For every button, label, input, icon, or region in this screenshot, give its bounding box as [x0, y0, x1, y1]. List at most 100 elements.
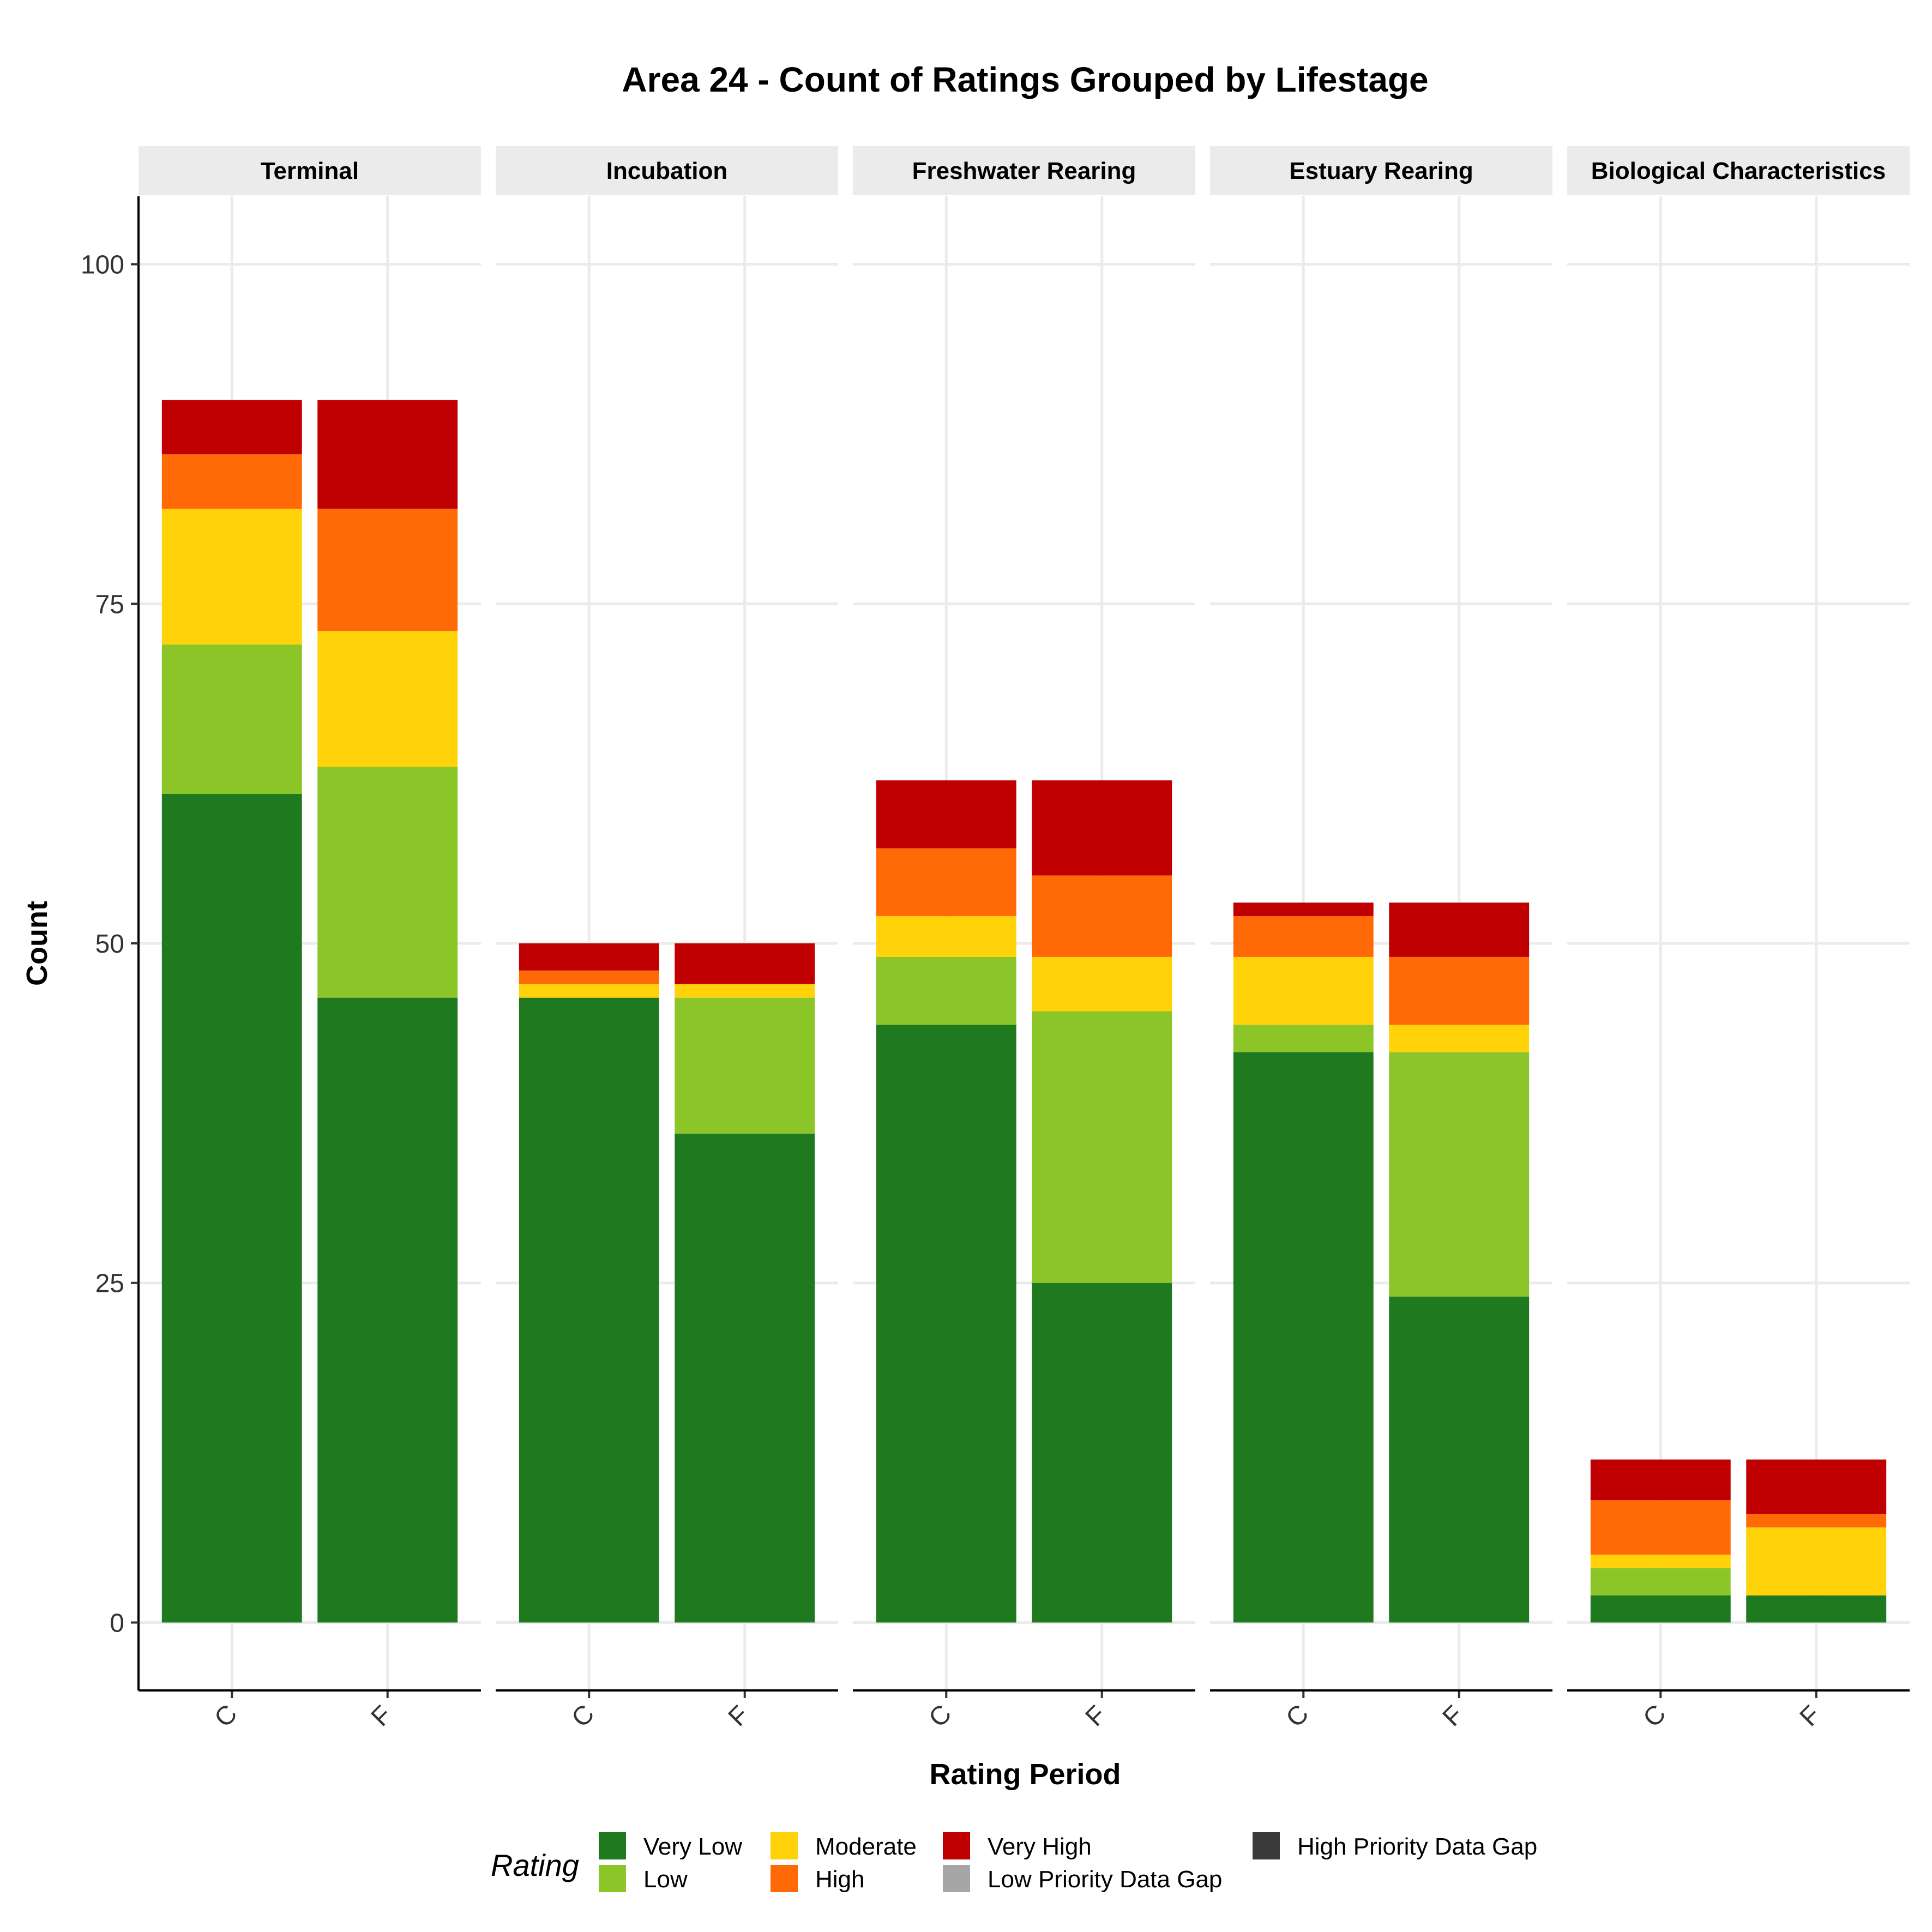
y-axis: 0 25 50 75 100 [81, 196, 140, 1690]
bar-estuary-rearing-c [1233, 902, 1374, 1623]
bar-incubation-c [519, 943, 659, 1623]
y-tick-label: 0 [110, 1609, 124, 1638]
y-axis-title: Count [21, 901, 53, 986]
bar-segment-very-low [675, 1133, 815, 1623]
y-tick-label: 75 [95, 590, 124, 619]
bar-segment-very-low [1233, 1052, 1374, 1623]
bar-terminal-c [161, 400, 302, 1623]
bar-segment-very-low [519, 997, 659, 1623]
legend-label: Low [643, 1866, 688, 1893]
bar-segment-low [317, 767, 458, 998]
legend-label: Very High [988, 1833, 1092, 1860]
bar-freshwater-rearing-f [1032, 780, 1172, 1623]
bar-incubation-f [675, 943, 815, 1623]
bar-segment-low [1032, 1011, 1172, 1283]
legend-item-low-priority-data-gap: Low Priority Data Gap [943, 1865, 1222, 1893]
legend-label: High Priority Data Gap [1297, 1833, 1537, 1860]
bar-estuary-rearing-f [1389, 902, 1530, 1623]
bar-segment-low [1233, 1025, 1374, 1052]
bar-segment-very-low [1389, 1296, 1530, 1623]
facet-strip-biological-characteristics [1567, 146, 1910, 195]
bar-segment-moderate [519, 984, 659, 998]
legend-item-high: High [771, 1865, 865, 1893]
bar-segment-very-high [317, 400, 458, 509]
bar-segment-very-low [1590, 1595, 1731, 1623]
bar-segment-low [1389, 1052, 1530, 1297]
bar-segment-very-high [675, 943, 815, 984]
y-tick-label: 100 [81, 251, 124, 280]
legend-swatch [1253, 1832, 1280, 1859]
legend-item-very-high: Very High [943, 1832, 1092, 1860]
bar-segment-high [1389, 956, 1530, 1025]
bar-segment-moderate [317, 631, 458, 767]
legend-item-moderate: Moderate [771, 1832, 917, 1860]
facet-label-freshwater-rearing: Freshwater Rearing [912, 158, 1136, 184]
chart-title: Area 24 - Count of Ratings Grouped by Li… [622, 60, 1428, 99]
bar-segment-moderate [1233, 956, 1374, 1025]
legend-swatch [599, 1832, 626, 1859]
legend-swatch [943, 1832, 970, 1859]
bar-segment-very-high [161, 400, 302, 455]
legend-swatch [771, 1832, 798, 1859]
legend-label: Very Low [643, 1833, 742, 1860]
y-tick-label: 25 [95, 1269, 124, 1298]
legend-item-low: Low [599, 1865, 688, 1893]
facet-strip-estuary-rearing [1210, 146, 1552, 195]
legend-swatch [599, 1865, 626, 1892]
bar-segment-very-low [1032, 1283, 1172, 1623]
gridlines-biological-characteristics [1567, 196, 1910, 1690]
bar-segment-very-low [876, 1025, 1016, 1623]
bar-segment-very-high [1032, 780, 1172, 876]
bar-terminal-f [317, 400, 458, 1623]
bar-segment-very-high [519, 943, 659, 971]
facet-strip-freshwater-rearing [853, 146, 1195, 195]
bar-segment-moderate [161, 508, 302, 645]
legend-swatch [771, 1865, 798, 1892]
bar-segment-high [519, 970, 659, 984]
bar-segment-high [1032, 875, 1172, 957]
bar-segment-low [675, 997, 815, 1134]
bar-segment-moderate [1746, 1527, 1887, 1596]
legend: Rating Very Low Low Moderate High Very High L… [491, 1832, 1537, 1893]
bar-freshwater-rearing-c [876, 780, 1016, 1623]
facet-strip-incubation [496, 146, 838, 195]
facet-label-terminal: Terminal [261, 158, 359, 184]
bar-segment-very-high [876, 780, 1016, 848]
facet-label-biological-characteristics: Biological Characteristics [1591, 158, 1886, 184]
bar-segment-high [1590, 1500, 1731, 1555]
bar-segment-moderate [1590, 1554, 1731, 1568]
bar-segment-high [876, 848, 1016, 917]
bar-segment-high [161, 454, 302, 509]
facet-strip-terminal [139, 146, 481, 195]
bar-segment-high [1233, 916, 1374, 957]
legend-label: High [815, 1866, 865, 1893]
legend-label: Moderate [815, 1833, 917, 1860]
bar-segment-low [876, 956, 1016, 1025]
bar-segment-very-low [317, 997, 458, 1623]
bar-biological-characteristics-c [1590, 1459, 1731, 1623]
bar-segment-low [161, 645, 302, 794]
bar-segment-very-high [1233, 902, 1374, 917]
y-tick-label: 50 [95, 930, 124, 959]
bar-biological-characteristics-f [1746, 1459, 1887, 1623]
bar-segment-moderate [876, 916, 1016, 957]
bar-segment-moderate [675, 984, 815, 998]
legend-label: Low Priority Data Gap [988, 1866, 1222, 1893]
bar-segment-high [1746, 1514, 1887, 1528]
bar-segment-very-high [1389, 902, 1530, 957]
bar-segment-very-high [1590, 1459, 1731, 1501]
legend-swatch [943, 1865, 970, 1892]
x-axis-title: Rating Period [929, 1758, 1121, 1791]
legend-item-very-low: Very Low [599, 1832, 742, 1860]
bar-segment-moderate [1032, 956, 1172, 1012]
bar-segment-moderate [1389, 1025, 1530, 1052]
bar-segment-high [317, 508, 458, 631]
facet-label-incubation: Incubation [606, 158, 727, 184]
bar-segment-very-low [161, 794, 302, 1623]
